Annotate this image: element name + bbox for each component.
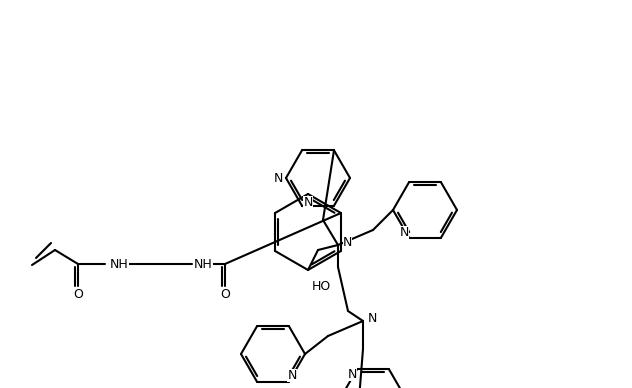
Text: N: N (343, 236, 353, 248)
Text: HO: HO (312, 281, 331, 293)
Text: NH: NH (110, 258, 129, 270)
Text: O: O (220, 288, 230, 300)
Text: NH: NH (194, 258, 213, 270)
Text: N: N (368, 312, 377, 324)
Text: O: O (73, 288, 83, 300)
Text: N: N (288, 369, 296, 382)
Text: N: N (303, 196, 313, 208)
Text: N: N (348, 368, 356, 381)
Text: N: N (399, 226, 409, 239)
Text: N: N (273, 171, 283, 185)
